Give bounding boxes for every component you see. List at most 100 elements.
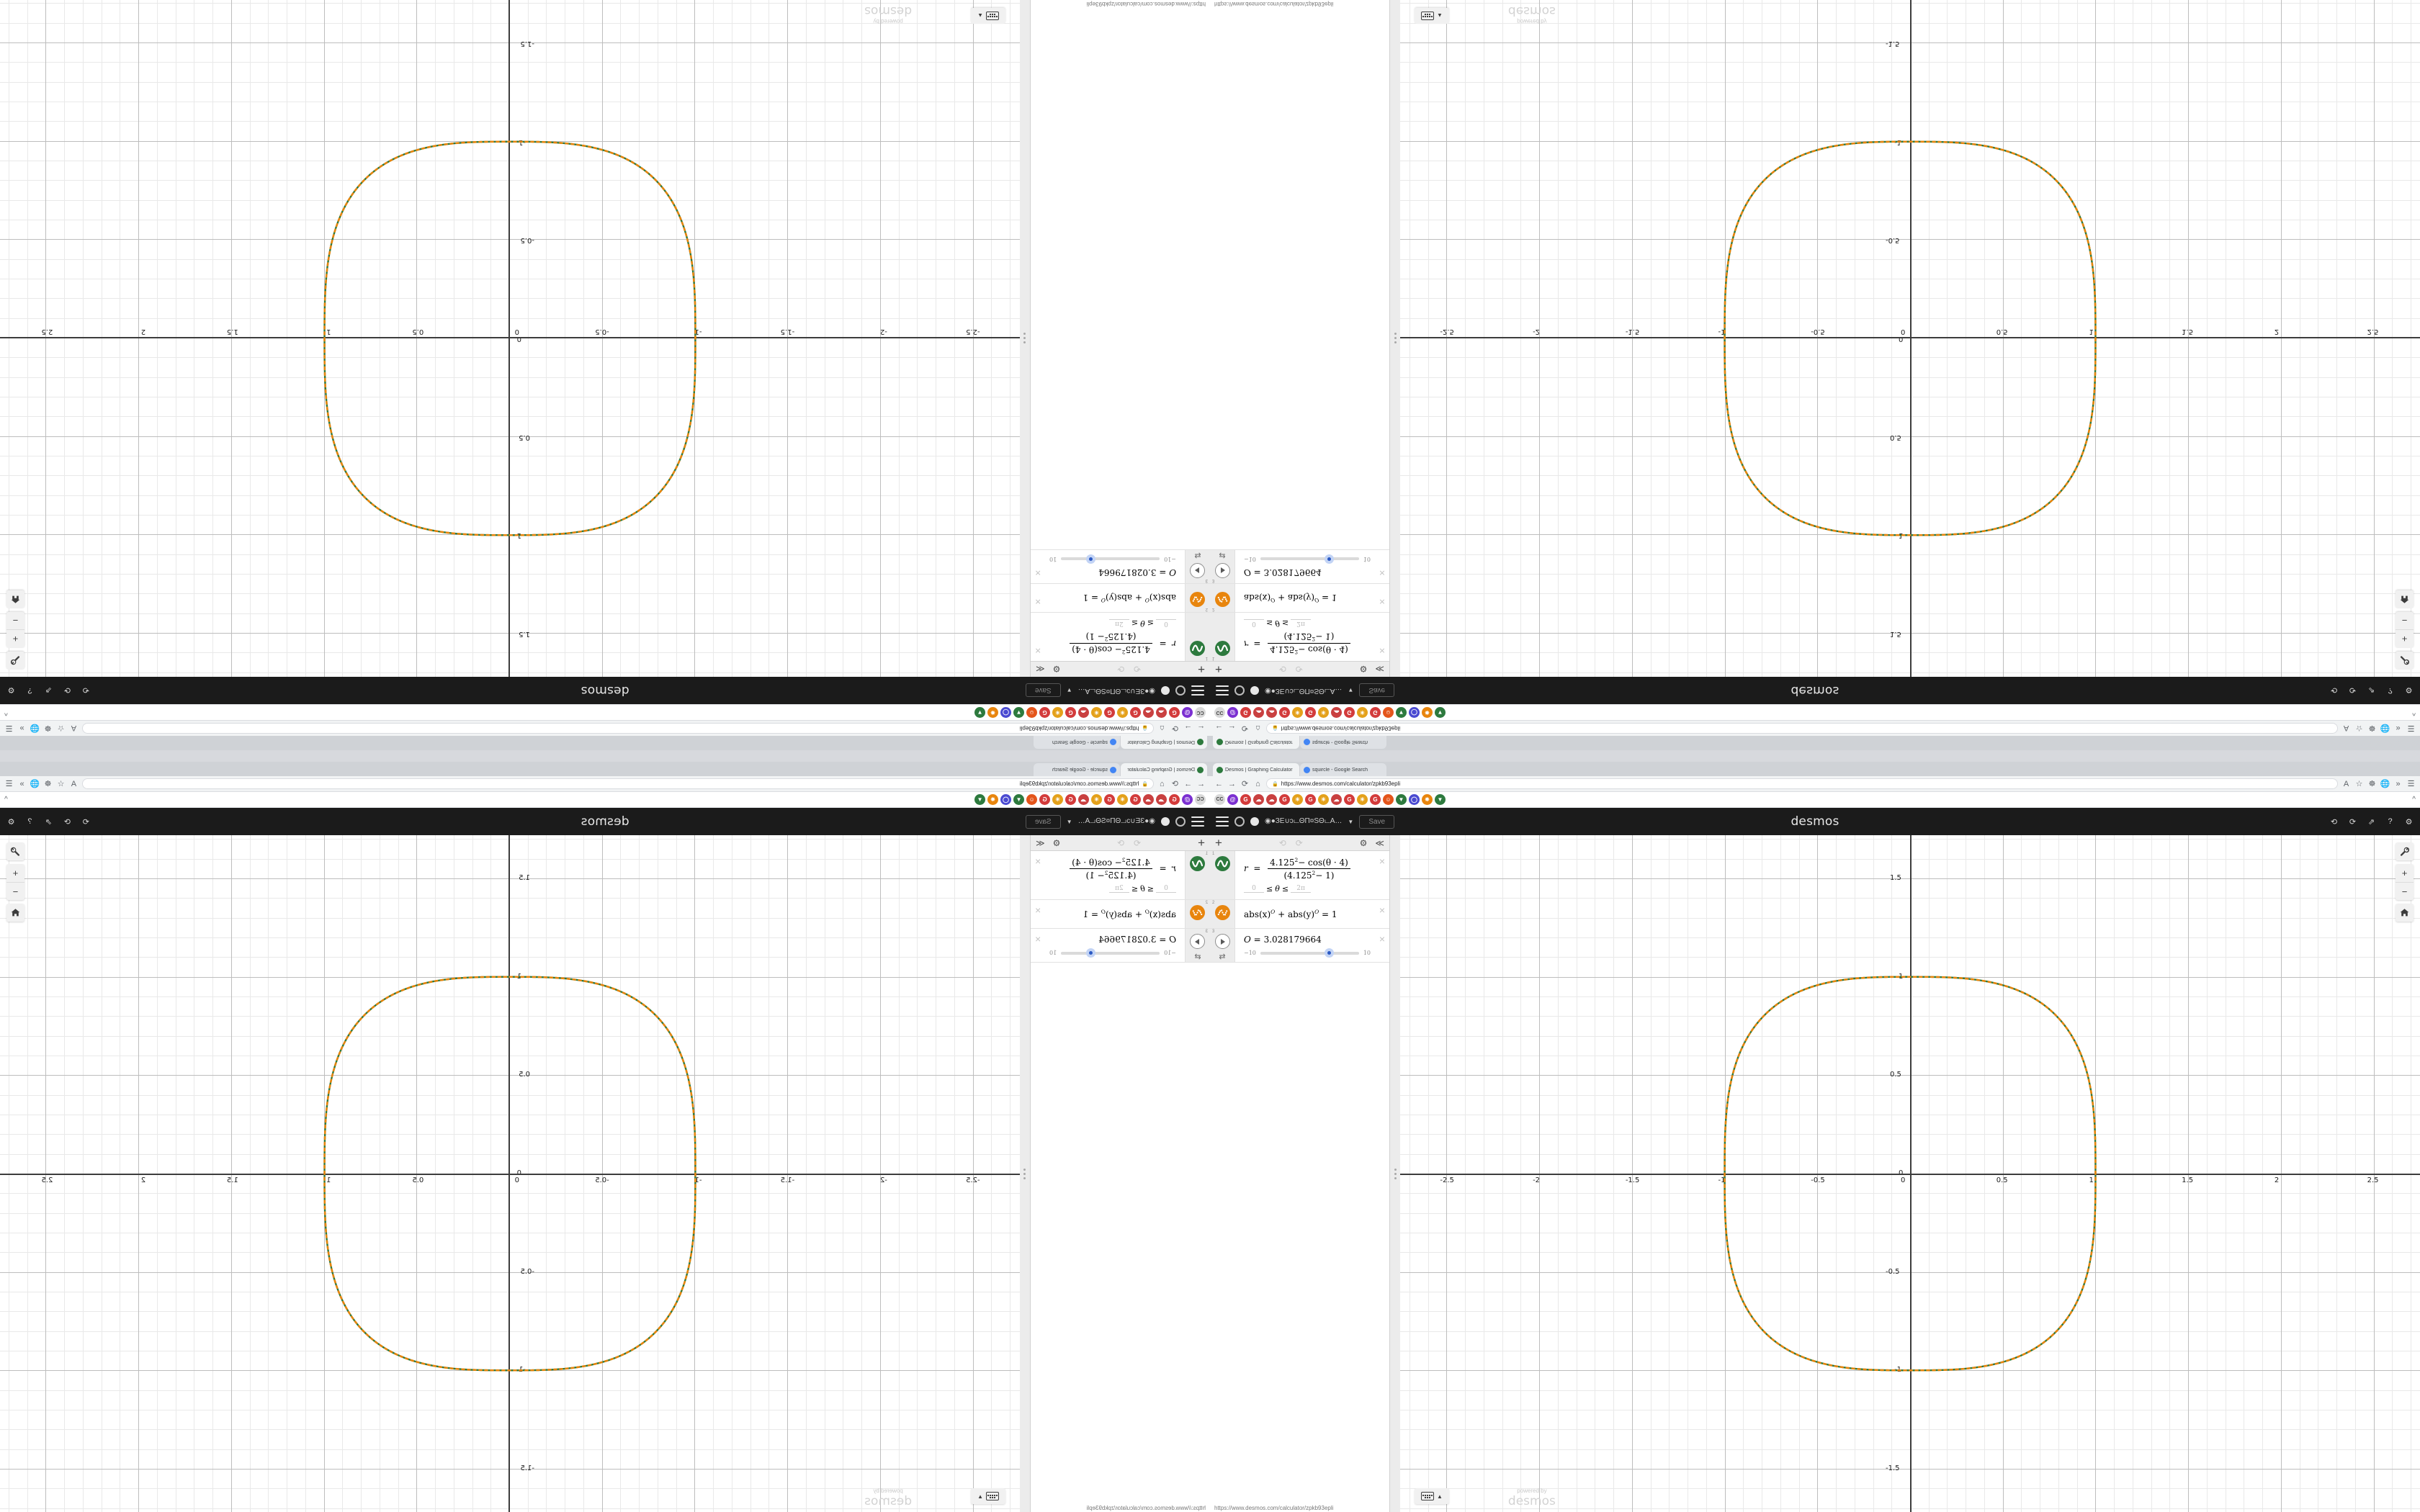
bookmark-item[interactable]: ☀: [1117, 707, 1128, 718]
bookmark-item[interactable]: ☁: [1143, 794, 1154, 805]
expression-content[interactable]: × abs(x)O + abs(y)O = 1: [1235, 900, 1389, 928]
bookmark-item[interactable]: ☁: [1156, 707, 1167, 718]
delete-expression-button[interactable]: ×: [1035, 933, 1041, 945]
dotted-curve-icon[interactable]: [1214, 905, 1230, 920]
expression-row[interactable]: 2: [1031, 900, 1210, 929]
bookmark-item[interactable]: G: [1344, 707, 1355, 718]
domain-min-input[interactable]: 0: [1156, 619, 1176, 627]
globe-icon[interactable]: 🌐: [30, 780, 40, 788]
back-icon[interactable]: ←: [1197, 724, 1205, 733]
delete-expression-button[interactable]: ×: [1035, 904, 1041, 916]
browser-tab-inactive[interactable]: squircle - Google Search: [1300, 736, 1386, 749]
back-icon[interactable]: ←: [1197, 779, 1205, 788]
chevron-down-icon[interactable]: ▼: [1348, 818, 1354, 825]
overflow-icon[interactable]: »: [19, 779, 24, 788]
bookmark-item[interactable]: @: [1227, 707, 1238, 718]
slider[interactable]: −10 10: [1049, 554, 1176, 564]
star-icon[interactable]: ☆: [2355, 724, 2363, 732]
bookmark-item[interactable]: ☁: [1143, 707, 1154, 718]
bookmark-item[interactable]: G: [1065, 707, 1076, 718]
domain-min-input[interactable]: 0: [1156, 885, 1176, 893]
bookmark-item[interactable]: ☀: [1292, 707, 1303, 718]
bookmark-item[interactable]: G: [1130, 707, 1141, 718]
bookmark-item[interactable]: ☁: [1078, 707, 1089, 718]
bookmark-item[interactable]: G: [1169, 707, 1180, 718]
browser-tab-active[interactable]: Desmos | Graphing Calculator: [1213, 736, 1299, 749]
bookmark-item[interactable]: @: [1182, 707, 1193, 718]
translate-icon[interactable]: A: [71, 779, 77, 788]
zoom-in-button[interactable]: +: [12, 868, 19, 878]
undo-icon[interactable]: ⟲: [2330, 817, 2338, 827]
bookmark-item[interactable]: G: [1104, 794, 1115, 805]
bookmark-item[interactable]: @: [1182, 794, 1193, 805]
save-button[interactable]: Save: [1359, 683, 1395, 698]
graph-settings-wrench-icon[interactable]: [6, 652, 24, 670]
bookmark-item[interactable]: G: [1344, 794, 1355, 805]
dotted-curve-icon[interactable]: [1214, 592, 1230, 607]
settings-icon[interactable]: ⚙: [7, 685, 15, 695]
slider-thumb[interactable]: [1085, 554, 1095, 564]
add-expression-button[interactable]: +: [1215, 836, 1222, 850]
bookmark-item[interactable]: ☀: [1052, 707, 1063, 718]
domain-max-input[interactable]: 2π: [1108, 619, 1129, 627]
help-icon[interactable]: ?: [2388, 686, 2393, 695]
document-title[interactable]: ◉●ЗΕ∪ɔடΘΠ¤ЅΘடΑ…: [1265, 817, 1343, 825]
redo-icon[interactable]: ⟳: [1295, 837, 1303, 848]
menu-icon[interactable]: ☰: [2407, 780, 2415, 788]
expression-content[interactable]: × abs(x)O + abs(y)O = 1: [1031, 584, 1185, 612]
delete-expression-button[interactable]: ×: [1035, 855, 1041, 867]
bookmarks-overflow-icon[interactable]: ^: [4, 796, 8, 804]
help-icon[interactable]: ?: [27, 686, 32, 695]
slider[interactable]: −10 10: [1244, 948, 1371, 958]
overflow-icon[interactable]: »: [2396, 779, 2401, 788]
bookmark-item[interactable]: ☀: [1052, 794, 1063, 805]
bookmark-item[interactable]: ☁: [1078, 794, 1089, 805]
bookmark-item[interactable]: ☺: [1026, 707, 1037, 718]
menu-icon[interactable]: ☰: [5, 780, 13, 788]
slider-max-label[interactable]: 10: [1363, 556, 1371, 562]
expression-row[interactable]: 2: [1210, 583, 1389, 612]
bookmark-item[interactable]: ☁: [1331, 794, 1342, 805]
globe-icon[interactable]: 🌐: [30, 724, 40, 732]
redo-icon[interactable]: ⟳: [1117, 837, 1125, 848]
dotted-curve-icon[interactable]: [1190, 905, 1206, 920]
hamburger-icon[interactable]: [1216, 816, 1229, 827]
redo-icon[interactable]: ⟳: [63, 685, 71, 695]
chevron-down-icon[interactable]: ▼: [1348, 687, 1354, 694]
delete-expression-button[interactable]: ×: [1035, 645, 1041, 657]
forward-icon[interactable]: →: [1184, 724, 1192, 733]
undo-icon[interactable]: ⟲: [1278, 664, 1286, 675]
bookmark-item[interactable]: ☁: [1266, 794, 1277, 805]
hamburger-icon[interactable]: [1191, 816, 1204, 827]
slider[interactable]: −10 10: [1244, 554, 1371, 564]
browser-tab-active[interactable]: Desmos | Graphing Calculator: [1213, 763, 1299, 776]
bookmark-cc[interactable]: CC: [1195, 707, 1206, 718]
bookmark-cc[interactable]: CC: [1214, 707, 1225, 718]
hamburger-icon[interactable]: [1191, 685, 1204, 696]
bookmark-item[interactable]: ✵: [1422, 794, 1433, 805]
keyboard-toggle-button[interactable]: ▲: [1415, 8, 1449, 24]
slider-value[interactable]: 3.028179664: [1098, 935, 1157, 945]
polar-curve-icon[interactable]: [1190, 641, 1206, 656]
expression-content[interactable]: × r = 4.1252− cos(θ · 4) (4.1252− 1): [1235, 613, 1389, 661]
expression-content[interactable]: × O = 3.028179664 −10 10: [1031, 929, 1185, 962]
gear-icon[interactable]: ⚙: [1359, 664, 1368, 675]
slider-min-label[interactable]: −10: [1164, 950, 1176, 956]
bookmark-item[interactable]: G: [1305, 794, 1316, 805]
bookmark-item[interactable]: ☀: [1292, 794, 1303, 805]
domain-max-input[interactable]: 2π: [1291, 885, 1312, 893]
bookmark-item[interactable]: ☺: [1026, 794, 1037, 805]
collapse-icon[interactable]: ≪: [1375, 837, 1384, 848]
slider-value[interactable]: 3.028179664: [1098, 567, 1157, 577]
delete-expression-button[interactable]: ×: [1379, 567, 1385, 579]
home-icon[interactable]: ⌂: [1255, 779, 1260, 788]
add-expression-button[interactable]: +: [1215, 662, 1222, 676]
extension-icon[interactable]: ☸: [2368, 724, 2376, 732]
forward-icon[interactable]: →: [1184, 779, 1192, 788]
play-icon[interactable]: [1214, 563, 1230, 578]
document-title[interactable]: ◉●ЗΕ∪ɔடΘΠ¤ЅΘடΑ…: [1265, 687, 1343, 695]
home-button[interactable]: [2396, 590, 2414, 608]
slider-max-label[interactable]: 10: [1049, 556, 1057, 562]
bookmark-item[interactable]: G: [1279, 707, 1290, 718]
